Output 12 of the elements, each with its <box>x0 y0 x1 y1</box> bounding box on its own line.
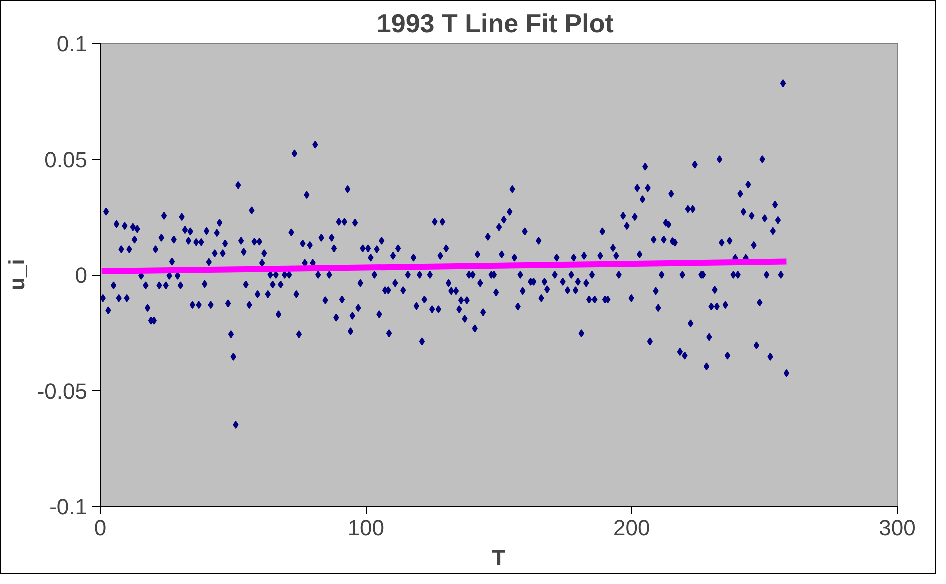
y-tick-label: 0.1 <box>56 32 88 56</box>
x-tick-label: 200 <box>613 516 650 540</box>
y-tick-label: -0.05 <box>37 378 88 404</box>
y-tick-label: 0 <box>75 263 88 288</box>
x-axis-title: T <box>492 546 506 570</box>
y-tick-label: 0.05 <box>44 147 88 172</box>
y-tick-label: -0.1 <box>50 494 88 520</box>
chart-title: 1993 T Line Fit Plot <box>376 8 614 38</box>
x-tick-label: 300 <box>879 516 916 540</box>
y-axis-title: u_i <box>4 259 30 291</box>
x-tick-label: 100 <box>348 516 385 540</box>
x-tick-label: 0 <box>94 516 107 540</box>
